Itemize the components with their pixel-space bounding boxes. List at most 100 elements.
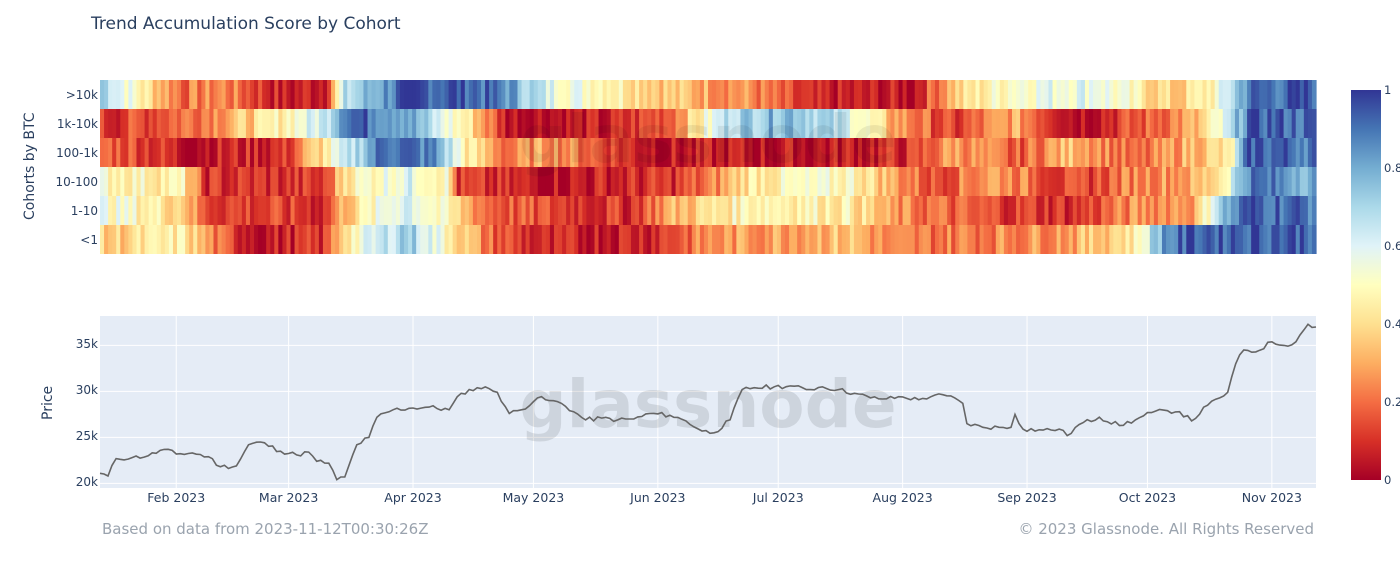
price-x-tick: Aug 2023	[872, 490, 933, 505]
heatmap-cell	[104, 225, 109, 254]
heatmap-cell	[140, 225, 146, 254]
heatmap-cell	[667, 109, 673, 138]
heatmap-cell	[1056, 138, 1062, 167]
heatmap-cell	[541, 109, 547, 138]
heatmap-cell	[837, 196, 843, 225]
heatmap-cell	[254, 109, 259, 138]
heatmap-cell	[562, 225, 567, 254]
heatmap-cell	[947, 196, 952, 225]
heatmap-cell	[699, 167, 705, 196]
heatmap-cell	[691, 196, 697, 225]
heatmap-cell	[104, 138, 109, 167]
heatmap-cell	[829, 196, 835, 225]
heatmap-cell	[943, 138, 948, 167]
heatmap-cell	[124, 109, 129, 138]
heatmap-cell	[1105, 225, 1110, 254]
heatmap-cell	[213, 80, 219, 109]
heatmap-cell	[829, 225, 835, 254]
heatmap-cell	[432, 80, 438, 109]
heatmap-cell	[586, 225, 592, 254]
heatmap-cell	[1311, 109, 1317, 138]
heatmap-cell	[359, 196, 365, 225]
heatmap-cell	[602, 167, 608, 196]
heatmap-cell	[1226, 196, 1232, 225]
heatmap-cell	[266, 80, 271, 109]
heatmap-cell	[1084, 196, 1090, 225]
heatmap-cell	[351, 225, 356, 254]
heatmap-cell	[290, 225, 296, 254]
heatmap-cell	[104, 196, 109, 225]
heatmap-cell	[825, 196, 831, 225]
heatmap-cell	[1303, 138, 1309, 167]
heatmap-cell	[874, 80, 879, 109]
heatmap-cell	[558, 196, 563, 225]
heatmap-cell	[566, 80, 571, 109]
heatmap-cell	[1060, 138, 1066, 167]
heatmap-cell	[1238, 167, 1244, 196]
heatmap-cell	[987, 138, 993, 167]
heatmap-cell	[699, 225, 705, 254]
heatmap-cell	[651, 109, 656, 138]
heatmap-cell	[120, 138, 125, 167]
heatmap-cell	[1072, 167, 1078, 196]
heatmap-cell	[967, 80, 973, 109]
heatmap-cell	[712, 109, 717, 138]
heatmap-cell	[894, 80, 900, 109]
heatmap-cell	[586, 80, 592, 109]
heatmap-cell	[525, 196, 531, 225]
heatmap-cell	[1287, 80, 1293, 109]
heatmap-cell	[671, 80, 677, 109]
heatmap-cell	[797, 167, 802, 196]
heatmap-cell	[655, 225, 660, 254]
heatmap-cell	[1311, 138, 1317, 167]
heatmap-cell	[683, 109, 689, 138]
heatmap-cell	[618, 109, 624, 138]
heatmap-cell	[898, 196, 904, 225]
heatmap-cell	[1007, 109, 1013, 138]
heatmap-cell	[914, 80, 920, 109]
heatmap-cell	[1287, 138, 1293, 167]
heatmap-cell	[1048, 80, 1054, 109]
heatmap-cell	[1097, 196, 1102, 225]
heatmap-cell	[667, 167, 673, 196]
heatmap-cell	[1259, 138, 1264, 167]
heatmap-cell	[582, 80, 587, 109]
heatmap-cell	[1089, 196, 1094, 225]
price-y-tick: 30k	[75, 383, 98, 398]
heatmap-cell	[1080, 167, 1086, 196]
heatmap-cell	[995, 196, 1001, 225]
heatmap-cell	[752, 225, 758, 254]
heatmap-cell	[809, 167, 814, 196]
heatmap-cell	[302, 225, 308, 254]
heatmap-cell	[1206, 109, 1212, 138]
heatmap-cell	[489, 167, 494, 196]
heatmap-cell	[132, 80, 138, 109]
heatmap-cell	[1190, 138, 1195, 167]
heatmap-cell	[703, 196, 709, 225]
heatmap-cell	[1234, 109, 1240, 138]
heatmap-cell	[1311, 80, 1317, 109]
heatmap-cell	[752, 138, 758, 167]
heatmap-cell	[254, 196, 259, 225]
heatmap-cell	[379, 196, 385, 225]
heatmap-cell	[1174, 167, 1179, 196]
heatmap-cell	[245, 138, 251, 167]
heatmap-cell	[1044, 80, 1050, 109]
heatmap-cell	[464, 167, 470, 196]
heatmap-cell	[1020, 80, 1025, 109]
heatmap-cell	[708, 80, 713, 109]
heatmap-cell	[874, 138, 879, 167]
heatmap-cell	[1267, 196, 1273, 225]
heatmap-cell	[460, 196, 466, 225]
heatmap-cell	[525, 80, 531, 109]
heatmap-cell	[428, 138, 433, 167]
heatmap-cell	[1028, 225, 1033, 254]
heatmap-cell	[1311, 167, 1317, 196]
heatmap-cell	[663, 167, 669, 196]
heatmap-cell	[1255, 109, 1260, 138]
heatmap-cell	[428, 109, 433, 138]
heatmap-cell	[424, 109, 429, 138]
heatmap-cell	[1263, 109, 1268, 138]
heatmap-cell	[1016, 109, 1021, 138]
heatmap-cell	[1303, 80, 1309, 109]
